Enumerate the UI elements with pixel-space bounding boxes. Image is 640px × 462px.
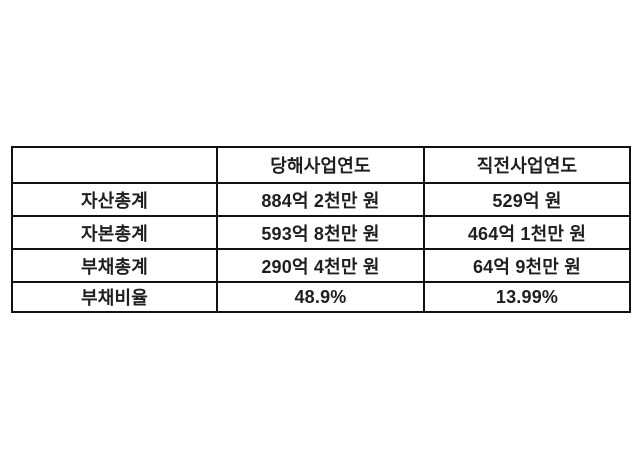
cell-previous-year-value: 529억 원 bbox=[423, 182, 631, 217]
row-label: 자본총계 bbox=[11, 215, 218, 250]
row-label: 부채비율 bbox=[11, 281, 218, 313]
cell-current-year-value: 48.9% bbox=[216, 281, 425, 313]
cell-current-year-value: 593억 8천만 원 bbox=[216, 215, 425, 250]
header-current-fiscal-year: 당해사업연도 bbox=[216, 146, 425, 184]
table-header-row: 당해사업연도 직전사업연도 bbox=[11, 146, 631, 184]
cell-current-year-value: 884억 2천만 원 bbox=[216, 182, 425, 217]
row-label: 자산총계 bbox=[11, 182, 218, 217]
cell-previous-year-value: 464억 1천만 원 bbox=[423, 215, 631, 250]
cell-current-year-value: 290억 4천만 원 bbox=[216, 248, 425, 283]
table-row-total-assets: 자산총계 884억 2천만 원 529억 원 bbox=[11, 182, 631, 217]
cell-previous-year-value: 64억 9천만 원 bbox=[423, 248, 631, 283]
table-row-debt-ratio: 부채비율 48.9% 13.99% bbox=[11, 281, 631, 313]
table-row-total-liabilities: 부채총계 290억 4천만 원 64억 9천만 원 bbox=[11, 248, 631, 283]
financial-summary-table-container: 당해사업연도 직전사업연도 자산총계 884억 2천만 원 529억 원 자본총… bbox=[11, 146, 631, 313]
cell-previous-year-value: 13.99% bbox=[423, 281, 631, 313]
row-label: 부채총계 bbox=[11, 248, 218, 283]
header-empty-cell bbox=[11, 146, 218, 184]
table-row-total-equity: 자본총계 593억 8천만 원 464억 1천만 원 bbox=[11, 215, 631, 250]
financial-summary-table: 당해사업연도 직전사업연도 자산총계 884억 2천만 원 529억 원 자본총… bbox=[11, 146, 631, 313]
header-previous-fiscal-year: 직전사업연도 bbox=[423, 146, 631, 184]
